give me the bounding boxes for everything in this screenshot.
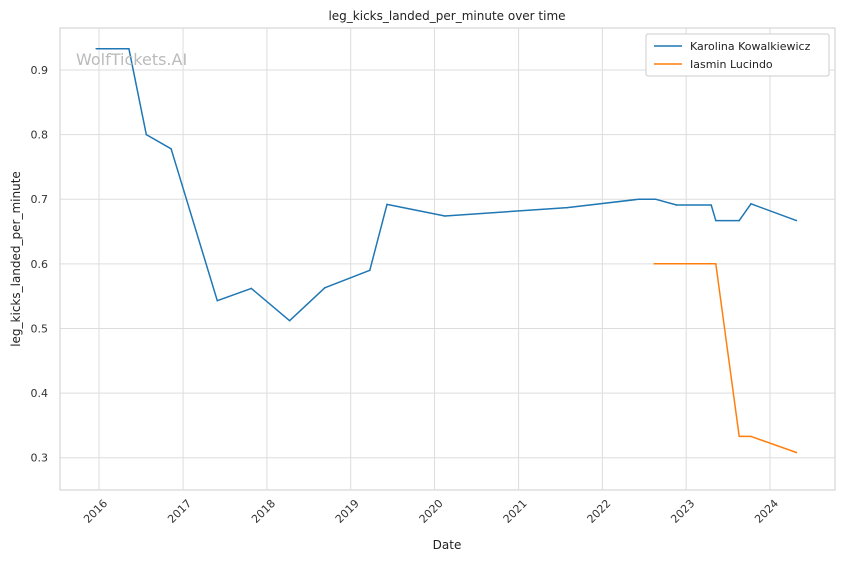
y-tick-label: 0.9 (31, 64, 49, 77)
x-tick-label: 2019 (333, 497, 362, 526)
chart-title: leg_kicks_landed_per_minute over time (328, 9, 565, 23)
data-point (323, 286, 326, 289)
data-point (654, 198, 657, 201)
y-axis: 0.3 0.4 0.5 0.6 0.7 0.8 0.9 (31, 64, 49, 465)
y-tick-label: 0.3 (31, 452, 49, 465)
data-point (386, 203, 388, 206)
y-tick-label: 0.6 (31, 258, 49, 271)
x-tick-label: 2023 (668, 497, 697, 526)
legend-label-iasmin: Iasmin Lucindo (690, 58, 773, 71)
data-point (368, 269, 371, 272)
x-axis-title: Date (433, 538, 462, 552)
data-point (715, 219, 717, 222)
series-lines (95, 47, 798, 454)
data-point (638, 198, 640, 201)
x-tick-label: 2024 (752, 497, 781, 526)
data-point (795, 451, 798, 454)
data-point (128, 47, 130, 50)
data-point (795, 219, 798, 222)
x-tick-label: 2021 (501, 497, 530, 526)
data-point (250, 287, 253, 290)
data-point (288, 319, 291, 322)
x-tick-label: 2018 (249, 497, 278, 526)
data-point (750, 435, 752, 438)
x-tick-label: 2017 (165, 497, 194, 526)
x-tick-label: 2022 (585, 497, 614, 526)
y-tick-label: 0.5 (31, 322, 49, 335)
plot-area (59, 27, 836, 491)
legend-label-karolina: Karolina Kowalkiewicz (690, 40, 811, 53)
data-point (675, 204, 678, 206)
data-point (715, 263, 717, 265)
data-point (216, 299, 219, 302)
x-tick-label: 2020 (417, 497, 446, 526)
legend: Karolina Kowalkiewicz Iasmin Lucindo (645, 33, 830, 77)
data-point (653, 263, 656, 265)
x-tick-label: 2016 (81, 497, 110, 526)
data-point (170, 148, 172, 150)
data-point (444, 215, 446, 217)
data-point (95, 47, 98, 50)
x-axis: 2016 2017 2018 2019 2020 2021 2022 2023 2024 (81, 497, 781, 526)
y-tick-label: 0.8 (31, 129, 49, 142)
data-point (566, 206, 569, 209)
legend-box (645, 33, 830, 77)
series-line-0 (96, 47, 797, 322)
data-point (750, 202, 752, 205)
watermark: WolfTickets.AI (76, 50, 187, 69)
data-point (145, 133, 148, 136)
data-point (710, 204, 713, 206)
y-tick-label: 0.7 (31, 193, 49, 206)
y-axis-title: leg_kicks_landed_per_minute (9, 171, 23, 347)
y-tick-label: 0.4 (31, 387, 49, 400)
data-point (738, 435, 741, 438)
data-point (738, 219, 741, 222)
